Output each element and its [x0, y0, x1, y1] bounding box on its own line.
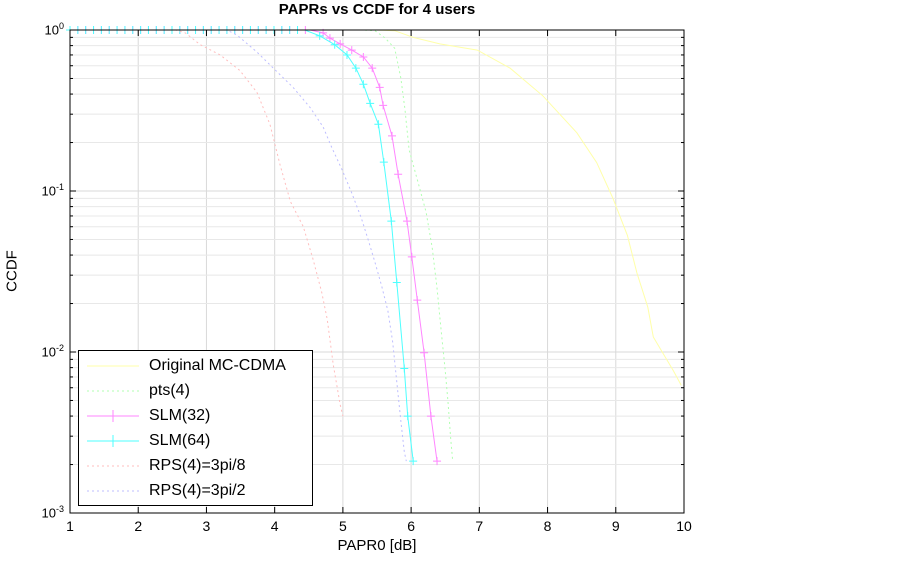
- legend: Original MC-CDMA pts(4) SLM(32) SLM(64) RPS(…: [78, 350, 313, 506]
- chart-title: PAPRs vs CCDF for 4 users: [278, 1, 476, 18]
- plus-marker: [426, 412, 435, 421]
- series-line-rps-4-3pi-2: [70, 29, 407, 462]
- x-tick-label: 1: [66, 518, 74, 534]
- plus-marker: [407, 252, 416, 261]
- y-tick-label: 10-1: [41, 182, 64, 199]
- y-axis-label: CCDF: [3, 250, 21, 292]
- legend-item: RPS(4)=3pi/8: [79, 453, 312, 478]
- plus-marker: [392, 278, 401, 287]
- legend-line-sample: [87, 435, 139, 447]
- y-tick-label: 100: [44, 21, 64, 38]
- x-tick-label: 4: [270, 518, 279, 534]
- x-tick-label: 7: [475, 518, 484, 534]
- plus-marker: [315, 31, 324, 40]
- y-tick-label: 10-3: [41, 504, 64, 521]
- legend-item: pts(4): [79, 378, 312, 403]
- legend-line-sample: [87, 365, 139, 367]
- legend-item: RPS(4)=3pi/2: [79, 478, 312, 503]
- plus-marker: [403, 217, 412, 226]
- plus-marker: [420, 348, 429, 357]
- plus-marker: [433, 457, 442, 466]
- plus-marker: [387, 217, 396, 226]
- legend-label: SLM(64): [149, 431, 211, 449]
- x-tick-label: 2: [134, 518, 143, 534]
- x-tick-label: 8: [543, 518, 552, 534]
- plus-marker: [330, 40, 339, 49]
- legend-label: SLM(32): [149, 406, 211, 424]
- plus-marker: [351, 64, 360, 73]
- legend-item: Original MC-CDMA: [79, 353, 312, 378]
- plus-marker: [359, 52, 368, 61]
- plus-marker: [409, 457, 418, 466]
- plus-marker: [325, 34, 334, 43]
- plus-marker: [400, 364, 409, 373]
- plus-marker: [379, 158, 388, 167]
- plus-marker: [379, 101, 388, 110]
- plus-marker: [336, 39, 345, 48]
- x-tick-label: 3: [202, 518, 211, 534]
- plus-marker: [374, 120, 383, 129]
- x-tick-label: 10: [676, 518, 692, 534]
- legend-item: SLM(64): [79, 428, 312, 453]
- x-tick-label: 6: [407, 518, 415, 534]
- plus-marker: [375, 83, 384, 92]
- legend-label: pts(4): [149, 381, 190, 399]
- plus-marker: [347, 46, 356, 55]
- series-line-slm-32-: [70, 29, 438, 462]
- legend-line-sample: [87, 410, 139, 422]
- plus-marker: [413, 296, 422, 305]
- legend-label: RPS(4)=3pi/2: [149, 481, 246, 499]
- axes-box: [69, 29, 685, 514]
- legend-line-sample: [87, 490, 139, 492]
- plus-marker: [403, 412, 412, 421]
- y-tick-label: 10-2: [41, 343, 64, 360]
- legend-label: RPS(4)=3pi/8: [149, 456, 246, 474]
- plus-marker: [394, 170, 403, 179]
- plus-marker: [366, 99, 375, 108]
- plus-marker: [342, 50, 351, 59]
- series-line-original-mc-cdma: [70, 29, 682, 386]
- legend-label: Original MC-CDMA: [149, 356, 286, 374]
- series-line-rps-4-3pi-8: [70, 29, 344, 417]
- plus-marker: [359, 80, 368, 89]
- legend-line-sample: [87, 465, 139, 467]
- x-axis-label: PAPR0 [dB]: [337, 537, 417, 554]
- x-tick-label: 9: [611, 518, 620, 534]
- x-tick-label: 5: [338, 518, 347, 534]
- legend-line-sample: [87, 390, 139, 392]
- legend-item: SLM(32): [79, 403, 312, 428]
- plus-marker: [368, 64, 377, 73]
- plus-marker: [388, 131, 397, 140]
